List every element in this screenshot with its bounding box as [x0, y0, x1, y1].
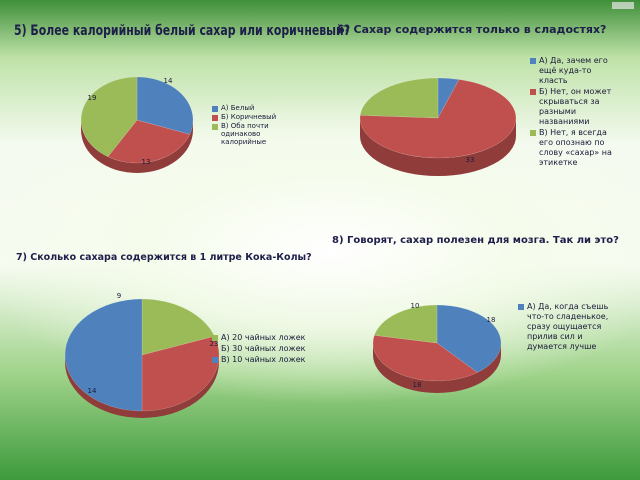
- legend-swatch-red-icon: [212, 115, 218, 121]
- pie-slice: [437, 77, 460, 119]
- legend-label: Б) 30 чайных ложек: [221, 344, 306, 353]
- pie-q6: 33: [359, 77, 517, 176]
- legend-swatch-green-icon: [530, 130, 536, 136]
- pie-q5: 14 13 19: [80, 76, 194, 173]
- pie-data-label: 33: [466, 156, 475, 164]
- legend-q6: А) Да, зачем его ещё куда-то класть Б) Н…: [530, 56, 622, 169]
- legend-swatch-red-icon: [212, 346, 218, 352]
- pie-data-label: 14: [88, 387, 97, 395]
- pie-q7: 9 14 23: [64, 292, 220, 418]
- legend-q8: А) Да, когда съешь что-то сладенькое, ср…: [518, 302, 614, 353]
- pie-data-label: 18: [413, 381, 422, 389]
- pie-slice: [359, 79, 517, 159]
- legend-swatch-green-icon: [212, 124, 218, 130]
- pie-data-label: 13: [142, 158, 151, 166]
- pie-slice: [80, 76, 138, 158]
- heading-q8: 8) Говорят, сахар полезен для мозга. Так…: [332, 235, 619, 246]
- pie-slice: [64, 298, 143, 412]
- legend-label: Б) Коричневый: [221, 113, 277, 121]
- legend-swatch-blue-icon: [530, 58, 536, 64]
- legend-label: А) Белый: [221, 104, 255, 112]
- pie-slice: [436, 304, 502, 373]
- corner-mark: [612, 2, 634, 9]
- legend-label: А) Да, зачем его ещё куда-то класть: [539, 56, 608, 85]
- legend-swatch-blue-icon: [212, 106, 218, 112]
- legend-swatch-blue-icon: [212, 357, 218, 363]
- legend-q5: А) Белый Б) Коричневый В) Оба почти один…: [212, 104, 292, 147]
- legend-swatch-blue-icon: [518, 304, 524, 310]
- pie-slice: [372, 334, 478, 382]
- legend-label: Б) Нет, он может скрываться за разными н…: [539, 87, 612, 126]
- pie-slice: [107, 119, 191, 164]
- pie-slice: [374, 304, 438, 344]
- pie-data-label: 18: [487, 316, 496, 324]
- pie-q8: 18 18 10: [372, 302, 502, 393]
- legend-label: В) 10 чайных ложек: [221, 355, 306, 364]
- legend-label: В) Нет, я всегда его опознаю по слову «с…: [539, 128, 612, 167]
- pie-data-label: 14: [164, 77, 173, 85]
- pie-data-label: 19: [88, 94, 97, 102]
- pie-slice: [141, 335, 220, 412]
- pie-data-label: 23: [210, 340, 219, 348]
- legend-swatch-green-icon: [212, 335, 218, 341]
- legend-swatch-red-icon: [530, 89, 536, 95]
- heading-q7: 7) Сколько сахара содержится в 1 литре К…: [16, 252, 312, 263]
- heading-q5: 5) Более калорийный белый сахар или кори…: [14, 23, 351, 39]
- pie-side-wall: [81, 120, 193, 173]
- pie-data-label: 9: [117, 292, 121, 300]
- pie-side-wall: [373, 343, 501, 393]
- heading-q6: 6) Сахар содержится только в сладостях?: [337, 23, 607, 36]
- pie-slice: [359, 77, 439, 119]
- pie-side-wall: [360, 118, 516, 176]
- pie-slice: [136, 76, 194, 135]
- legend-q7: А) 20 чайных ложек Б) 30 чайных ложек В)…: [212, 333, 312, 366]
- pie-slice: [141, 298, 215, 356]
- legend-label: В) Оба почти одинаково калорийные: [221, 122, 269, 146]
- pie-data-label: 10: [411, 302, 420, 310]
- legend-label: А) 20 чайных ложек: [221, 333, 306, 342]
- legend-label: А) Да, когда съешь что-то сладенькое, ср…: [527, 302, 609, 351]
